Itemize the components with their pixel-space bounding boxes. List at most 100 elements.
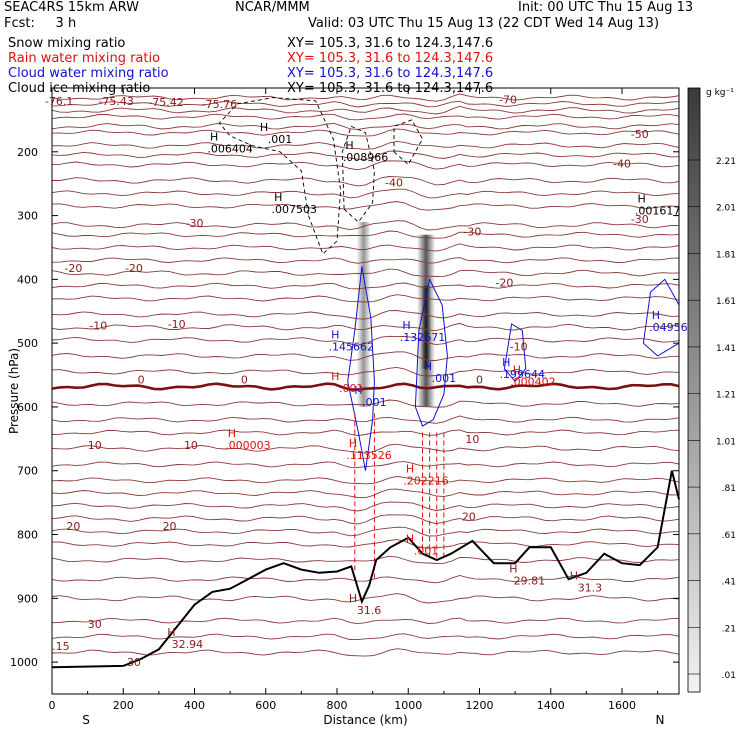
isotherm-line xyxy=(51,150,680,161)
temperature-label: -75.76 xyxy=(202,98,237,111)
y-tick-label: 700 xyxy=(17,465,38,478)
field-name-snow: Snow mixing ratio xyxy=(8,36,126,51)
extremum-marker: H xyxy=(424,360,432,373)
isotherm-line xyxy=(51,476,680,485)
y-tick-label: 300 xyxy=(17,210,38,223)
isotherm--60 xyxy=(51,122,680,130)
model-title: SEAC4RS 15km ARW xyxy=(4,0,140,15)
isotherm-line xyxy=(51,230,680,239)
colorbar-gradient xyxy=(687,87,701,693)
cloud-water-contour xyxy=(503,323,527,383)
isotherm-10 xyxy=(51,443,680,454)
colorbar-tick-label: .41 xyxy=(722,578,736,588)
plot-frame xyxy=(51,87,680,695)
isotherm--20 xyxy=(51,268,680,277)
x-axis-label: Distance (km) xyxy=(323,713,407,727)
colorbar: g kg⁻¹ 2.21 2.01 1.81 1.61 1.41 1.21 1.01 .81 .61… xyxy=(687,87,736,693)
x-tick-label: 600 xyxy=(255,699,276,712)
isotherm-line xyxy=(51,335,680,346)
extremum-value-label: .001 xyxy=(414,544,439,557)
isotherm-line xyxy=(51,429,680,436)
isotherm-line xyxy=(51,113,680,121)
field-name-rain: Rain water mixing ratio xyxy=(8,51,161,66)
x-tick-label: 0 xyxy=(49,699,56,712)
extremum-marker: H xyxy=(406,532,414,545)
isotherm-line xyxy=(51,294,680,303)
extremum-value-label: .001 xyxy=(362,396,387,409)
isotherm-20 xyxy=(51,514,680,525)
extremum-marker: H xyxy=(260,121,268,134)
x-tick-label: 200 xyxy=(113,699,134,712)
temperature-label: 20 xyxy=(66,520,80,533)
extremum-value-label: .199644 xyxy=(500,368,546,381)
extremum-marker: H xyxy=(274,191,282,204)
extremum-value-label: 29.81 xyxy=(514,574,546,587)
field-xy-rain: XY= 105.3, 31.6 to 124.3,147.6 xyxy=(287,51,494,66)
isotherm-line xyxy=(51,160,680,171)
colorbar-tick-label: 1.21 xyxy=(716,391,736,401)
plume-shading xyxy=(356,221,371,407)
extremum-marker: H xyxy=(402,319,410,332)
colorbar-tick-label: .81 xyxy=(722,484,736,494)
isotherm-line xyxy=(51,366,680,377)
extremum-value-label: .008966 xyxy=(343,151,389,164)
colorbar-tick-label: .01 xyxy=(722,671,736,681)
colorbar-tick-label: 1.41 xyxy=(716,344,736,354)
isotherm-line xyxy=(51,501,680,512)
temperature-label: -20 xyxy=(495,277,513,290)
field-name-cloud-water: Cloud water mixing ratio xyxy=(8,66,169,81)
extremum-marker: H xyxy=(167,626,175,639)
isotherm-line xyxy=(51,555,680,564)
temperature-label: 10 xyxy=(88,439,102,452)
extremum-value-label: .049565 xyxy=(649,321,695,334)
y-tick-label: 500 xyxy=(17,337,38,350)
org-label: NCAR/MMM xyxy=(235,0,310,15)
field-xy-snow: XY= 105.3, 31.6 to 124.3,147.6 xyxy=(287,36,494,51)
temperature-label: 20 xyxy=(462,511,476,524)
forecast-hour: Fcst: 3 h xyxy=(4,16,77,31)
extremum-marker: H xyxy=(210,131,218,144)
y-tick-label: 200 xyxy=(17,146,38,159)
isotherm--40 xyxy=(52,176,680,187)
init-time: Init: 00 UTC Thu 15 Aug 13 xyxy=(518,0,694,15)
extremum-marker: H xyxy=(331,328,339,341)
isotherm-line xyxy=(51,310,680,320)
extremum-value-label: 32.94 xyxy=(172,638,204,651)
extremum-marker: H xyxy=(354,384,362,397)
snow-ice-contour xyxy=(218,97,342,255)
temperature-label: 0 xyxy=(476,374,483,387)
temperature-label: -75.43 xyxy=(98,95,133,108)
colorbar-tick-label: 1.81 xyxy=(716,250,736,260)
isotherm--50 xyxy=(51,140,680,150)
extremum-value-label: .001 xyxy=(432,372,457,385)
extremum-value-label: .202216 xyxy=(403,474,449,487)
extremum-value-label: .007503 xyxy=(272,203,318,216)
isotherm-line xyxy=(51,257,680,264)
isotherm-line xyxy=(51,399,680,408)
extremum-value-label: .132671 xyxy=(400,331,446,344)
extremum-value-label: .000003 xyxy=(225,439,271,452)
extremum-value-label: .145662 xyxy=(329,340,375,353)
isotherm--70 xyxy=(51,105,680,115)
y-tick-label: 800 xyxy=(17,529,38,542)
isotherm-line xyxy=(51,648,680,657)
field-xy-cloud-water: XY= 105.3, 31.6 to 124.3,147.6 xyxy=(287,66,494,81)
temperature-label: 20 xyxy=(163,520,177,533)
isotherm--10 xyxy=(51,322,680,332)
isotherm-line xyxy=(51,461,680,468)
temperature-label: 0 xyxy=(241,374,248,387)
axis-layer: 0 200 400 600 800 1000 1200 1400 160020030040050… xyxy=(7,87,680,727)
south-label: S xyxy=(82,713,90,727)
isotherm-line xyxy=(51,243,680,252)
temperature-label: -10 xyxy=(168,318,186,331)
temperature-label: -30 xyxy=(631,213,649,226)
temperature-label: 30 xyxy=(88,618,102,631)
extremum-value-label: .001617 xyxy=(635,204,681,217)
isotherm-layer xyxy=(51,93,680,657)
temperature-label: .15 xyxy=(52,640,70,653)
extremum-marker: H xyxy=(345,139,353,152)
isotherm-line xyxy=(51,93,680,102)
extremum-marker: H xyxy=(513,363,521,376)
temperature-label: -20 xyxy=(125,262,143,275)
